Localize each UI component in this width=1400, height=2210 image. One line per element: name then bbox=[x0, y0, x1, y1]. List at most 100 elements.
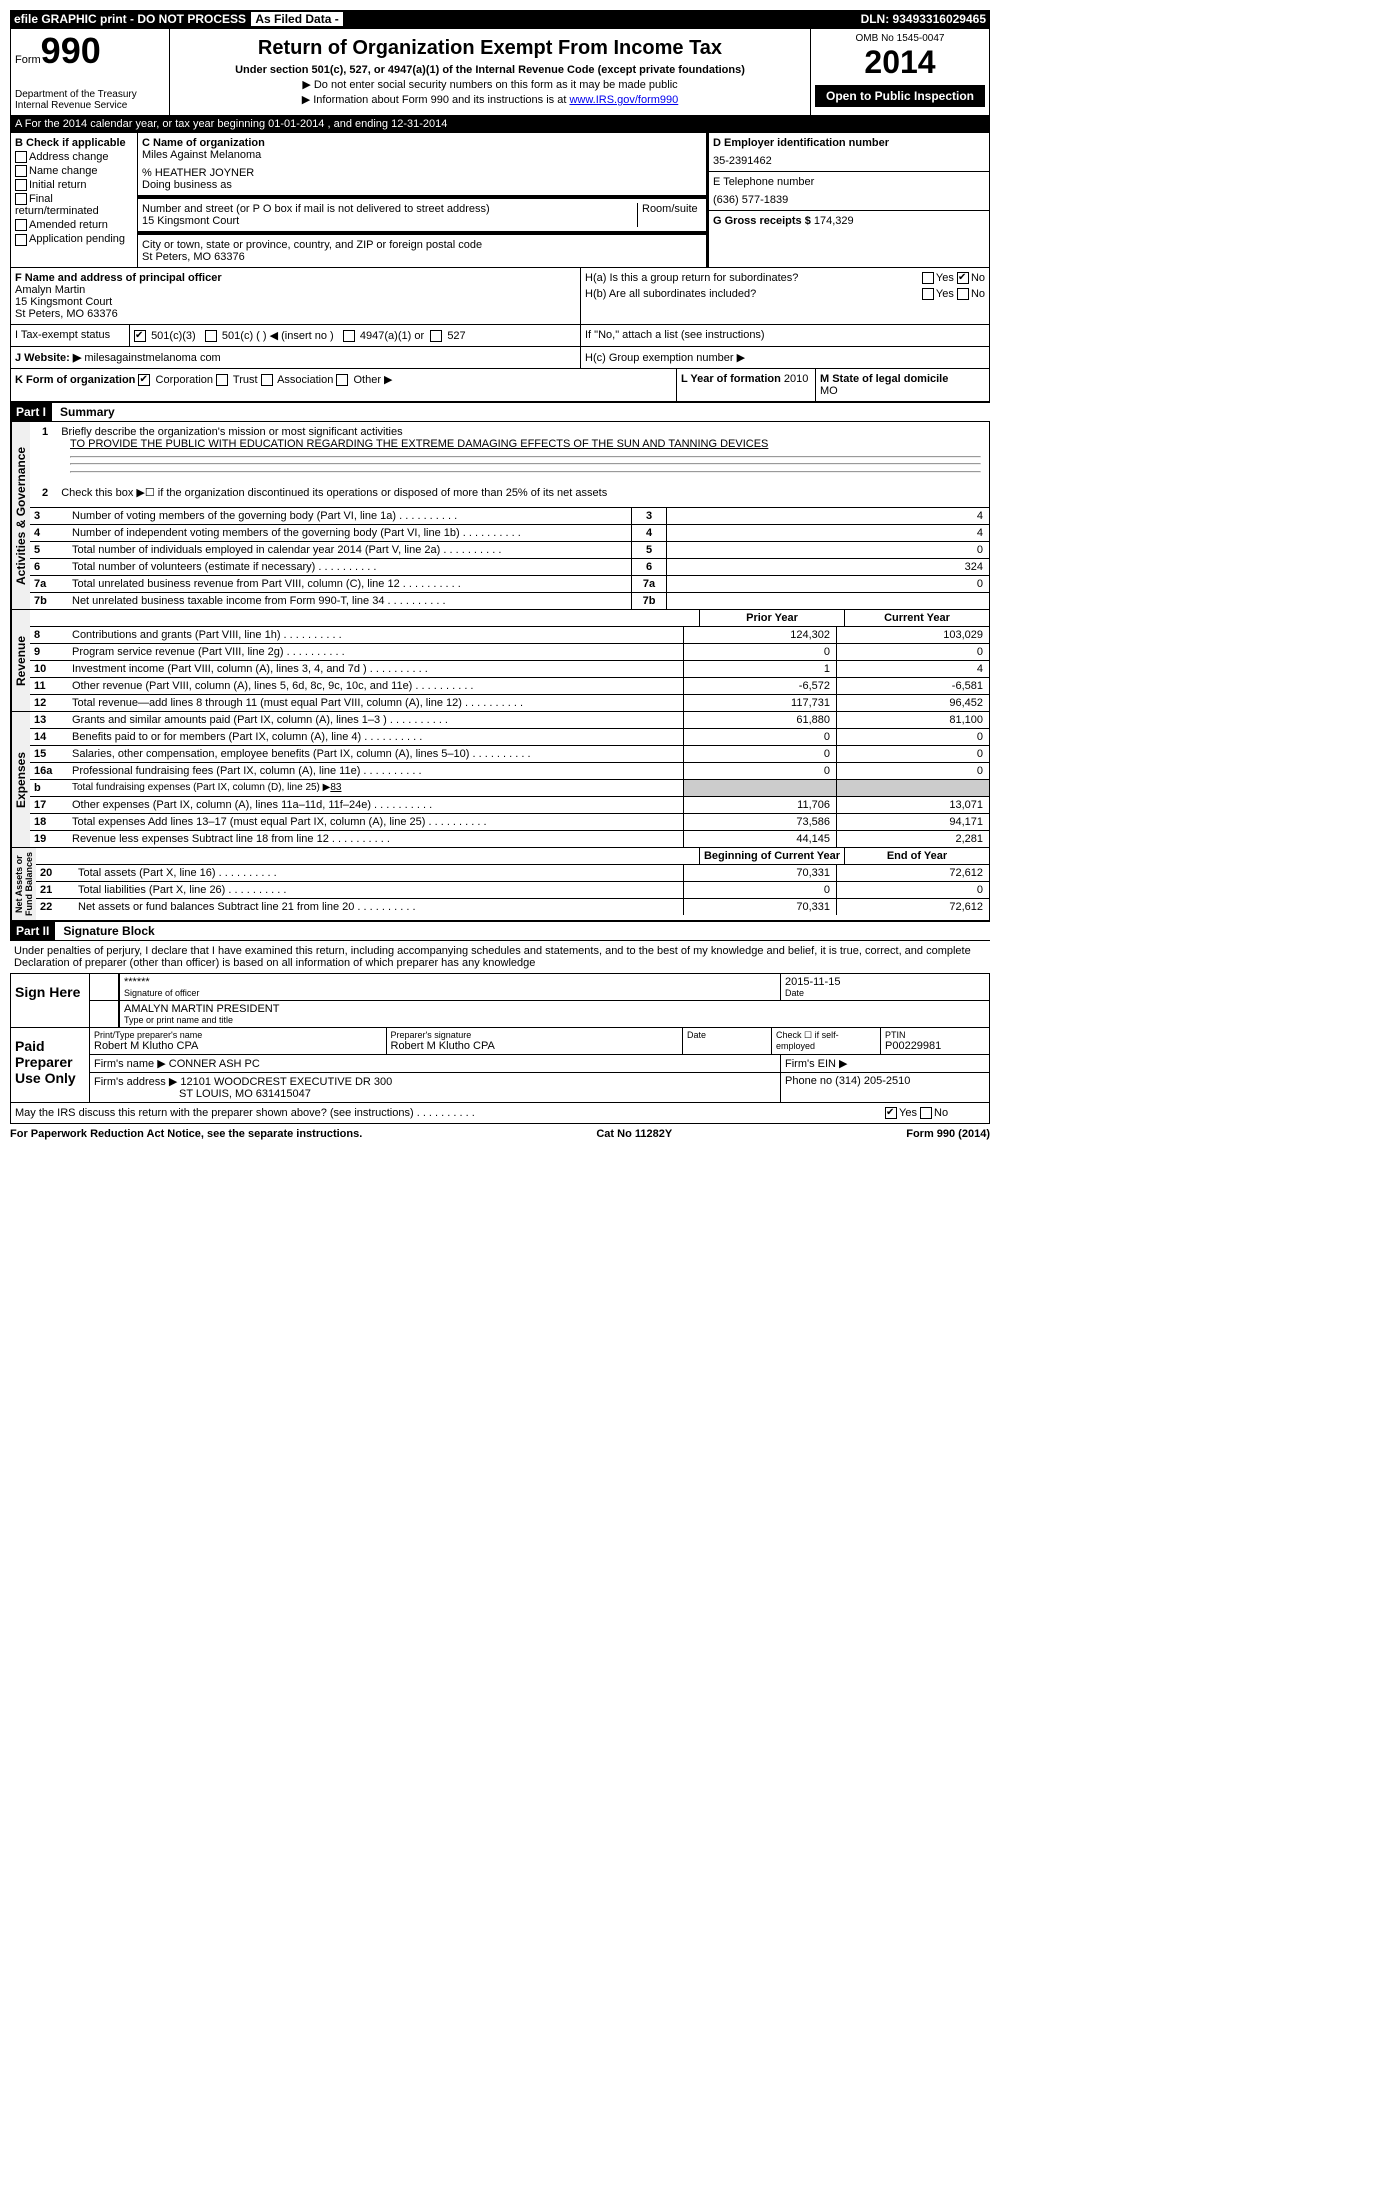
section-d: D Employer identification number 35-2391… bbox=[708, 133, 989, 267]
org-name-label: C Name of organization bbox=[142, 137, 702, 149]
chk-trust[interactable] bbox=[216, 374, 228, 386]
firm-ein: Firm's EIN ▶ bbox=[781, 1055, 989, 1072]
dept-label: Department of the Treasury bbox=[15, 89, 165, 100]
chk-assoc[interactable] bbox=[261, 374, 273, 386]
prior-value: 0 bbox=[683, 729, 836, 745]
current-value: 72,612 bbox=[836, 865, 989, 881]
summary-line: 14 Benefits paid to or for members (Part… bbox=[30, 729, 989, 746]
declaration: Under penalties of perjury, I declare th… bbox=[10, 941, 990, 973]
prior-value: 124,302 bbox=[683, 627, 836, 643]
summary-line: 15 Salaries, other compensation, employe… bbox=[30, 746, 989, 763]
ha-yes[interactable] bbox=[922, 272, 934, 284]
chk-final[interactable] bbox=[15, 193, 27, 205]
chk-other[interactable] bbox=[336, 374, 348, 386]
line-value: 4 bbox=[666, 525, 989, 541]
hb-no[interactable] bbox=[957, 288, 969, 300]
line-value: 0 bbox=[666, 576, 989, 592]
part2-header: Part II Signature Block bbox=[10, 921, 990, 941]
hb-yes[interactable] bbox=[922, 288, 934, 300]
form-header: Form990 Department of the Treasury Inter… bbox=[10, 28, 990, 116]
city-label: City or town, state or province, country… bbox=[142, 239, 702, 251]
vlabel-activities: Activities & Governance bbox=[11, 422, 30, 609]
gross-label: G Gross receipts $ bbox=[713, 215, 811, 227]
ha-label: H(a) Is this a group return for subordin… bbox=[585, 272, 798, 284]
street-label: Number and street (or P O box if mail is… bbox=[142, 203, 637, 215]
discuss-text: May the IRS discuss this return with the… bbox=[15, 1107, 414, 1119]
chk-address[interactable] bbox=[15, 151, 27, 163]
year-formation-label: L Year of formation bbox=[681, 373, 781, 385]
form-number: 990 bbox=[41, 30, 101, 71]
discuss-no[interactable] bbox=[920, 1107, 932, 1119]
state-value: MO bbox=[820, 385, 838, 397]
current-value: -6,581 bbox=[836, 678, 989, 694]
prior-value: 44,145 bbox=[683, 831, 836, 847]
line-value bbox=[666, 593, 989, 609]
city: St Peters, MO 63376 bbox=[142, 251, 702, 263]
chk-amended[interactable] bbox=[15, 219, 27, 231]
prior-value: 0 bbox=[683, 644, 836, 660]
efile-text: efile GRAPHIC print - DO NOT PROCESS bbox=[14, 12, 246, 26]
current-value: 103,029 bbox=[836, 627, 989, 643]
dba-label: Doing business as bbox=[142, 179, 702, 191]
chk-501c3[interactable] bbox=[134, 330, 146, 342]
line-value: 4 bbox=[666, 508, 989, 524]
current-value: 94,171 bbox=[836, 814, 989, 830]
prep-name: Robert M Klutho CPA bbox=[94, 1040, 382, 1052]
chk-name[interactable] bbox=[15, 165, 27, 177]
year-block: OMB No 1545-0047 2014 Open to Public Ins… bbox=[811, 29, 989, 115]
ha-no[interactable] bbox=[957, 272, 969, 284]
prior-value: 0 bbox=[683, 746, 836, 762]
summary-line: 7b Net unrelated business taxable income… bbox=[30, 593, 989, 609]
row-j: J Website: ▶ milesagainstmelanoma com H(… bbox=[10, 347, 990, 369]
year-formation: 2010 bbox=[784, 373, 808, 385]
revenue-section: Revenue Prior Year Current Year 8 Contri… bbox=[10, 610, 990, 712]
ptin: P00229981 bbox=[885, 1040, 985, 1052]
firm-name: CONNER ASH PC bbox=[169, 1058, 260, 1070]
chk-pending[interactable] bbox=[15, 234, 27, 246]
section-c: C Name of organization Miles Against Mel… bbox=[138, 133, 708, 267]
ein-label: D Employer identification number bbox=[713, 137, 985, 149]
prior-value: -6,572 bbox=[683, 678, 836, 694]
form-note1: ▶ Do not enter social security numbers o… bbox=[174, 78, 806, 91]
current-value: 96,452 bbox=[836, 695, 989, 711]
chk-initial[interactable] bbox=[15, 179, 27, 191]
officer-info: Amalyn Martin 15 Kingsmont Court St Pete… bbox=[15, 284, 576, 320]
row-i: I Tax-exempt status 501(c)(3) 501(c) ( )… bbox=[10, 325, 990, 347]
paid-preparer-block: Paid Preparer Use Only Print/Type prepar… bbox=[10, 1028, 990, 1103]
end-year-header: End of Year bbox=[844, 848, 989, 864]
form-title-block: Return of Organization Exempt From Incom… bbox=[170, 29, 811, 115]
summary-line: 18 Total expenses Add lines 13–17 (must … bbox=[30, 814, 989, 831]
chk-527[interactable] bbox=[430, 330, 442, 342]
section-b: B Check if applicable Address change Nam… bbox=[11, 133, 138, 267]
hb-note: If "No," attach a list (see instructions… bbox=[580, 325, 989, 346]
mission-text: TO PROVIDE THE PUBLIC WITH EDUCATION REG… bbox=[70, 438, 768, 450]
self-emp: Check ☐ if self-employed bbox=[772, 1028, 881, 1054]
section-f-h: F Name and address of principal officer … bbox=[10, 268, 990, 325]
inspection-notice: Open to Public Inspection bbox=[815, 85, 985, 107]
summary-line: 3 Number of voting members of the govern… bbox=[30, 508, 989, 525]
form-title: Return of Organization Exempt From Incom… bbox=[174, 37, 806, 60]
firm-addr: 12101 WOODCREST EXECUTIVE DR 300 bbox=[180, 1076, 392, 1088]
prior-value: 70,331 bbox=[683, 899, 836, 915]
vlabel-revenue: Revenue bbox=[11, 610, 30, 711]
footer-mid: Cat No 11282Y bbox=[596, 1128, 672, 1140]
chk-4947[interactable] bbox=[343, 330, 355, 342]
summary-line: 10 Investment income (Part VIII, column … bbox=[30, 661, 989, 678]
summary-line: 19 Revenue less expenses Subtract line 1… bbox=[30, 831, 989, 847]
prior-year-header: Prior Year bbox=[699, 610, 844, 626]
form-subtitle: Under section 501(c), 527, or 4947(a)(1)… bbox=[174, 64, 806, 76]
sign-here-block: Sign Here ****** Signature of officer 20… bbox=[10, 973, 990, 1028]
irs-link[interactable]: www.IRS.gov/form990 bbox=[569, 94, 678, 106]
org-name: Miles Against Melanoma bbox=[142, 149, 702, 161]
current-value: 0 bbox=[836, 746, 989, 762]
chk-501c[interactable] bbox=[205, 330, 217, 342]
discuss-yes[interactable] bbox=[885, 1107, 897, 1119]
fundraising-total: 83 bbox=[330, 782, 341, 793]
prior-value: 61,880 bbox=[683, 712, 836, 728]
printed-name: AMALYN MARTIN PRESIDENT bbox=[124, 1003, 985, 1015]
officer-label: F Name and address of principal officer bbox=[15, 272, 576, 284]
chk-corp[interactable] bbox=[138, 374, 150, 386]
ein: 35-2391462 bbox=[713, 155, 985, 167]
summary-line: 22 Net assets or fund balances Subtract … bbox=[36, 899, 989, 915]
tax-status-label: I Tax-exempt status bbox=[11, 325, 130, 346]
